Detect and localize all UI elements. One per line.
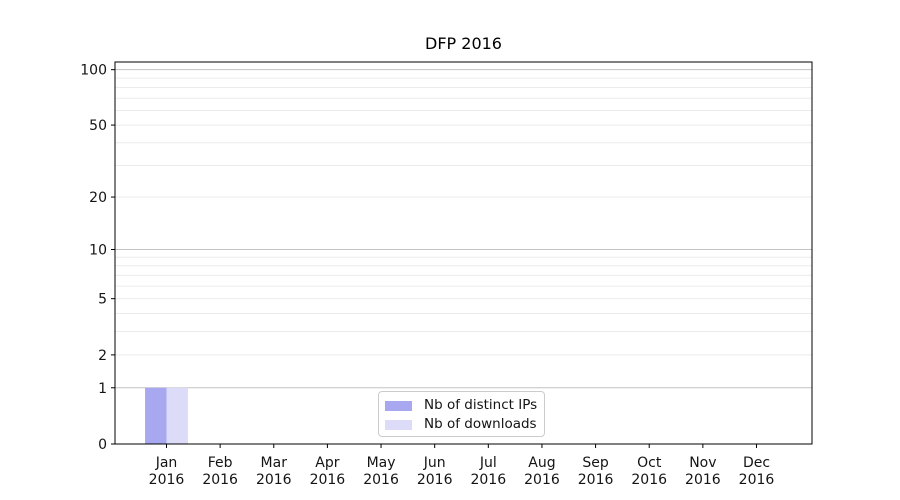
x-tick-label-year: 2016 xyxy=(739,472,775,488)
x-tick-label-month: Feb xyxy=(208,455,233,471)
bar-distinct-ips-jan xyxy=(145,387,167,444)
plot-border xyxy=(114,61,813,445)
legend-swatch-distinct-ips xyxy=(385,400,412,411)
x-tick-label-month: Jul xyxy=(479,455,497,471)
legend-item-downloads: Nb of downloads xyxy=(385,415,544,434)
y-tick-label: 5 xyxy=(98,292,107,308)
y-tick-label: 50 xyxy=(89,118,107,134)
x-tick-label-year: 2016 xyxy=(363,472,399,488)
y-tick-label: 20 xyxy=(89,190,107,206)
x-tick-label-month: May xyxy=(367,455,396,471)
bar-downloads-jan xyxy=(166,387,188,444)
y-tick-label: 100 xyxy=(80,63,107,79)
legend: Nb of distinct IPs Nb of downloads xyxy=(378,391,545,437)
y-tick-label: 1 xyxy=(98,381,107,397)
x-tick-label-year: 2016 xyxy=(631,472,667,488)
plot-area: 0125102050100Jan2016Feb2016Mar2016Apr201… xyxy=(80,61,813,488)
legend-swatch-downloads xyxy=(385,419,412,430)
x-tick-label-month: Aug xyxy=(528,455,555,471)
y-tick-label: 10 xyxy=(89,243,107,259)
x-tick-label-month: Sep xyxy=(582,455,609,471)
x-tick-label-year: 2016 xyxy=(149,472,185,488)
chart-title: DFP 2016 xyxy=(425,34,502,53)
y-tick-label: 2 xyxy=(98,348,107,364)
x-tick-label-year: 2016 xyxy=(470,472,506,488)
x-tick-label-month: Nov xyxy=(689,455,716,471)
legend-label-distinct-ips: Nb of distinct IPs xyxy=(424,397,538,413)
x-tick-label-month: Jan xyxy=(155,455,178,471)
x-tick-label-month: Mar xyxy=(261,455,288,471)
legend-label-downloads: Nb of downloads xyxy=(424,416,537,432)
x-tick-label-year: 2016 xyxy=(310,472,346,488)
x-tick-label-month: Apr xyxy=(315,455,339,471)
y-tick-label: 0 xyxy=(98,437,107,453)
x-tick-label-year: 2016 xyxy=(524,472,560,488)
x-tick-label-year: 2016 xyxy=(578,472,614,488)
x-tick-label-year: 2016 xyxy=(202,472,238,488)
x-tick-label-year: 2016 xyxy=(256,472,292,488)
x-tick-label-month: Jun xyxy=(423,455,446,471)
x-tick-label-year: 2016 xyxy=(685,472,721,488)
x-tick-label-year: 2016 xyxy=(417,472,453,488)
legend-item-distinct-ips: Nb of distinct IPs xyxy=(385,396,544,415)
x-tick-label-month: Dec xyxy=(743,455,770,471)
x-tick-label-month: Oct xyxy=(637,455,662,471)
